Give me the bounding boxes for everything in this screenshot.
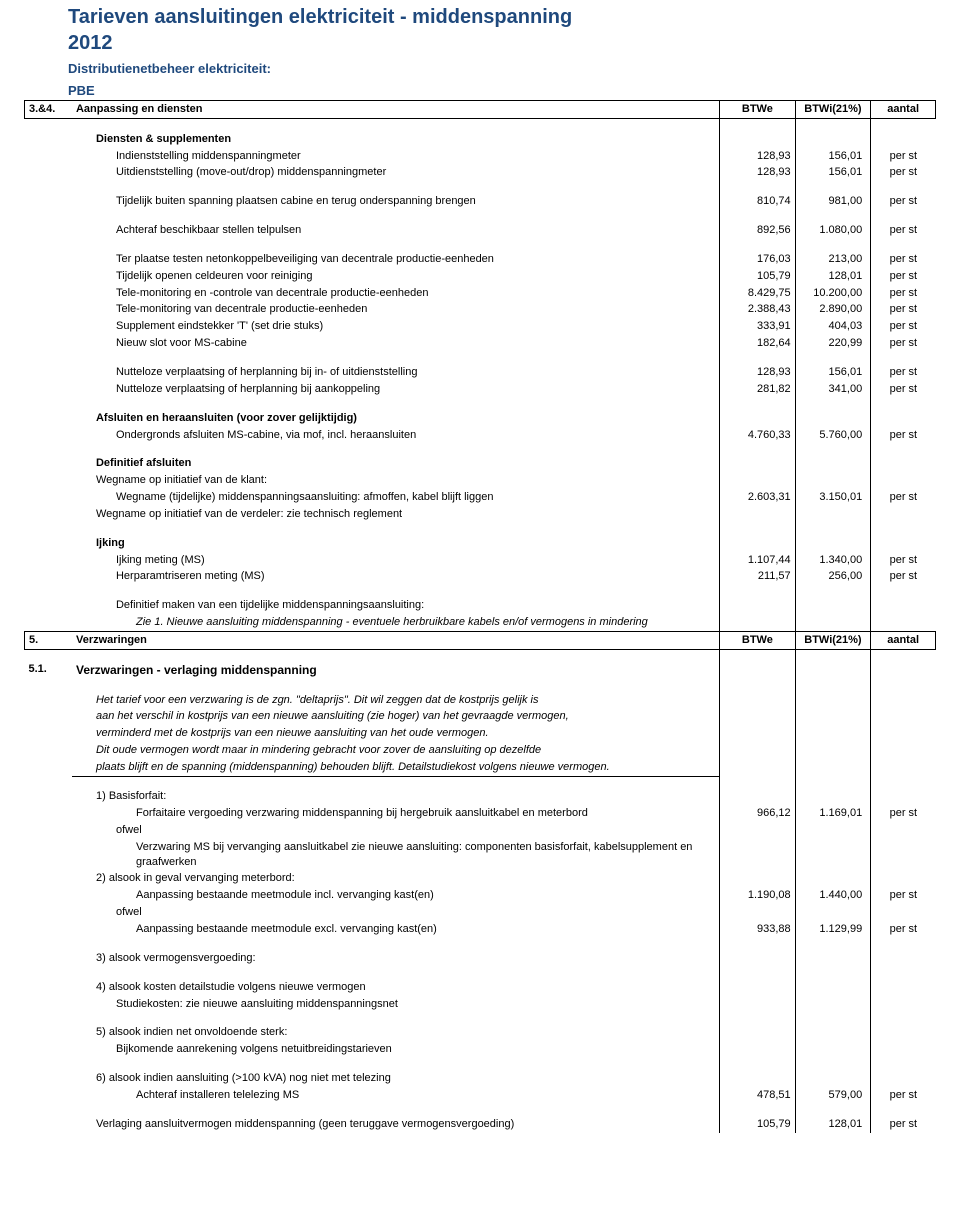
section-title: Aanpassing en diensten xyxy=(72,101,720,119)
table-row: Verzwaring MS bij vervanging aansluitkab… xyxy=(25,839,936,871)
group-heading: Diensten & supplementen xyxy=(72,131,720,148)
document-page: Tarieven aansluitingen elektriciteit - m… xyxy=(0,0,960,1157)
table-row: Bijkomende aanrekening volgens netuitbre… xyxy=(25,1041,936,1058)
group-heading: Definitief afsluiten xyxy=(72,455,720,472)
table-row: ofwel xyxy=(25,822,936,839)
table-row: plaats blijft en de spanning (middenspan… xyxy=(25,759,936,776)
col-head-btwe: BTWe xyxy=(720,101,796,119)
table-row: Supplement eindstekker 'T' (set drie stu… xyxy=(25,318,936,335)
table-row: verminderd met de kostprijs van een nieu… xyxy=(25,725,936,742)
table-row: 4) alsook kosten detailstudie volgens ni… xyxy=(25,979,936,996)
table-row: Uitdienststelling (move-out/drop) midden… xyxy=(25,164,936,181)
table-row: Afsluiten en heraansluiten (voor zover g… xyxy=(25,410,936,427)
table-row: Wegname (tijdelijke) middenspanningsaans… xyxy=(25,489,936,506)
table-row: Ter plaatse testen netonkoppelbeveiligin… xyxy=(25,251,936,268)
section-num: 5. xyxy=(25,631,72,649)
col-head-unit: aantal xyxy=(871,631,936,649)
table-row: 3) alsook vermogensvergoeding: xyxy=(25,950,936,967)
table-row: Ijking xyxy=(25,535,936,552)
table-row: Het tarief voor een verzwaring is de zgn… xyxy=(25,692,936,709)
subsection-row-5-1: 5.1. Verzwaringen - verlaging middenspan… xyxy=(25,661,936,679)
page-sub1: Distributienetbeheer elektriciteit: xyxy=(68,60,936,78)
section-title: Verzwaringen xyxy=(72,631,720,649)
table-row: 1) Basisforfait: xyxy=(25,788,936,805)
table-row: Nutteloze verplaatsing of herplanning bi… xyxy=(25,364,936,381)
group-heading: Ijking xyxy=(72,535,720,552)
table-row: Tele-monitoring en -controle van decentr… xyxy=(25,285,936,302)
table-row: Dit oude vermogen wordt maar in minderin… xyxy=(25,742,936,759)
table-row: Definitief maken van een tijdelijke midd… xyxy=(25,597,936,614)
table-row: Studiekosten: zie nieuwe aansluiting mid… xyxy=(25,996,936,1013)
table-row: Definitief afsluiten xyxy=(25,455,936,472)
col-head-unit: aantal xyxy=(871,101,936,119)
table-row: Verlaging aansluitvermogen middenspannin… xyxy=(25,1116,936,1133)
table-row: Wegname op initiatief van de verdeler: z… xyxy=(25,506,936,523)
table-row: Indienststelling middenspanningmeter128,… xyxy=(25,148,936,165)
table-row: ofwel xyxy=(25,904,936,921)
table-row: 5) alsook indien net onvoldoende sterk: xyxy=(25,1024,936,1041)
page-title: Tarieven aansluitingen elektriciteit - m… xyxy=(68,4,936,30)
table-row: Nieuw slot voor MS-cabine182,64220,99per… xyxy=(25,335,936,352)
page-sub2: PBE xyxy=(68,82,936,100)
table-row: 6) alsook indien aansluiting (>100 kVA) … xyxy=(25,1070,936,1087)
table-row: Wegname op initiatief van de klant: xyxy=(25,472,936,489)
table-row: Aanpassing bestaande meetmodule excl. ve… xyxy=(25,921,936,938)
section-num: 5.1. xyxy=(25,661,72,679)
table-row: Tele-monitoring van decentrale productie… xyxy=(25,301,936,318)
table-row: Forfaitaire vergoeding verzwaring midden… xyxy=(25,805,936,822)
section-title: Verzwaringen - verlaging middenspanning xyxy=(72,661,720,679)
table-row: Herparamtriseren meting (MS)211,57256,00… xyxy=(25,568,936,585)
section-num: 3.&4. xyxy=(25,101,72,119)
table-row: Ijking meting (MS)1.107,441.340,00per st xyxy=(25,552,936,569)
section-row-5: 5. Verzwaringen BTWe BTWi(21%) aantal xyxy=(25,631,936,649)
table-row: aan het verschil in kostprijs van een ni… xyxy=(25,708,936,725)
page-year: 2012 xyxy=(68,30,936,56)
table-row: Achteraf installeren telelezing MS478,51… xyxy=(25,1087,936,1104)
section-row-3-4: 3.&4. Aanpassing en diensten BTWe BTWi(2… xyxy=(25,101,936,119)
tariff-table: 3.&4. Aanpassing en diensten BTWe BTWi(2… xyxy=(24,100,936,1132)
table-row: Zie 1. Nieuwe aansluiting middenspanning… xyxy=(25,614,936,631)
table-row: Achteraf beschikbaar stellen telpulsen89… xyxy=(25,222,936,239)
table-row: Nutteloze verplaatsing of herplanning bi… xyxy=(25,381,936,398)
group-heading: Afsluiten en heraansluiten (voor zover g… xyxy=(72,410,720,427)
table-row: 2) alsook in geval vervanging meterbord: xyxy=(25,870,936,887)
table-row: Ondergronds afsluiten MS-cabine, via mof… xyxy=(25,427,936,444)
table-row: Aanpassing bestaande meetmodule incl. ve… xyxy=(25,887,936,904)
table-row: Tijdelijk buiten spanning plaatsen cabin… xyxy=(25,193,936,210)
table-row: Diensten & supplementen xyxy=(25,131,936,148)
table-row: Tijdelijk openen celdeuren voor reinigin… xyxy=(25,268,936,285)
col-head-btwe: BTWe xyxy=(720,631,796,649)
col-head-btwi: BTWi(21%) xyxy=(795,101,871,119)
col-head-btwi: BTWi(21%) xyxy=(795,631,871,649)
